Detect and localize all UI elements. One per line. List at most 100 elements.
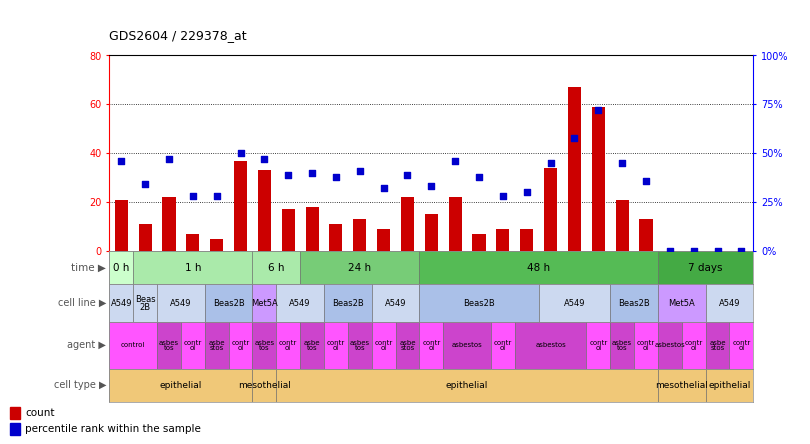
Bar	[186, 234, 199, 251]
Text: contr
ol: contr ol	[732, 340, 751, 351]
FancyBboxPatch shape	[347, 322, 372, 369]
Text: Beas2B: Beas2B	[213, 298, 245, 308]
Point	[735, 247, 748, 254]
Text: 7 days: 7 days	[688, 262, 723, 273]
Text: cell line ▶: cell line ▶	[58, 298, 106, 308]
Text: A549: A549	[170, 298, 192, 308]
Bar	[592, 107, 605, 251]
Text: asbe
stos: asbe stos	[710, 340, 726, 351]
FancyBboxPatch shape	[730, 322, 753, 369]
Text: 6 h: 6 h	[268, 262, 284, 273]
Text: A549: A549	[385, 298, 407, 308]
Bar	[449, 197, 462, 251]
Text: contr
ol: contr ol	[279, 340, 297, 351]
Text: Met5A: Met5A	[668, 298, 695, 308]
Point	[472, 173, 485, 180]
Bar	[616, 200, 629, 251]
Text: A549: A549	[718, 298, 740, 308]
FancyBboxPatch shape	[276, 322, 301, 369]
Text: asbes
tos: asbes tos	[350, 340, 370, 351]
Point	[353, 167, 366, 174]
Point	[163, 155, 176, 163]
Text: percentile rank within the sample: percentile rank within the sample	[25, 424, 201, 434]
FancyBboxPatch shape	[706, 369, 753, 402]
Text: Beas
2B: Beas 2B	[134, 294, 156, 312]
FancyBboxPatch shape	[253, 322, 276, 369]
Bar	[210, 239, 224, 251]
FancyBboxPatch shape	[491, 322, 515, 369]
Point	[186, 193, 199, 200]
Bar	[139, 224, 151, 251]
FancyBboxPatch shape	[109, 251, 133, 284]
FancyBboxPatch shape	[658, 369, 706, 402]
Text: mesothelial: mesothelial	[238, 381, 291, 390]
Point	[592, 107, 605, 114]
Text: contr
ol: contr ol	[494, 340, 512, 351]
FancyBboxPatch shape	[634, 322, 658, 369]
Text: 48 h: 48 h	[527, 262, 550, 273]
Point	[258, 155, 271, 163]
FancyBboxPatch shape	[682, 322, 706, 369]
Bar	[330, 224, 343, 251]
FancyBboxPatch shape	[276, 284, 324, 322]
Text: asbes
tos: asbes tos	[612, 340, 632, 351]
Text: asbe
stos: asbe stos	[399, 340, 416, 351]
Bar	[377, 229, 390, 251]
Point	[520, 189, 533, 196]
Point	[282, 171, 295, 178]
Point	[616, 159, 629, 166]
Bar	[520, 229, 533, 251]
Text: asbestos: asbestos	[535, 342, 566, 348]
Point	[687, 247, 700, 254]
FancyBboxPatch shape	[109, 369, 253, 402]
FancyBboxPatch shape	[420, 251, 658, 284]
FancyBboxPatch shape	[157, 322, 181, 369]
Point	[139, 181, 151, 188]
Bar	[115, 200, 128, 251]
Text: count: count	[25, 408, 55, 418]
FancyBboxPatch shape	[658, 251, 753, 284]
FancyBboxPatch shape	[301, 251, 420, 284]
FancyBboxPatch shape	[706, 284, 753, 322]
Text: contr
ol: contr ol	[232, 340, 249, 351]
Text: contr
ol: contr ol	[637, 340, 655, 351]
Text: A549: A549	[564, 298, 585, 308]
FancyBboxPatch shape	[157, 284, 205, 322]
FancyBboxPatch shape	[109, 284, 133, 322]
FancyBboxPatch shape	[109, 322, 157, 369]
Point	[425, 183, 438, 190]
Text: mesothelial: mesothelial	[655, 381, 708, 390]
Text: contr
ol: contr ol	[374, 340, 393, 351]
Text: contr
ol: contr ol	[422, 340, 441, 351]
FancyBboxPatch shape	[205, 284, 253, 322]
Bar	[424, 214, 438, 251]
Point	[305, 169, 318, 176]
Bar	[163, 197, 176, 251]
Point	[640, 177, 653, 184]
FancyBboxPatch shape	[181, 322, 205, 369]
FancyBboxPatch shape	[253, 251, 301, 284]
Text: epithelial: epithelial	[708, 381, 751, 390]
Text: contr
ol: contr ol	[589, 340, 608, 351]
FancyBboxPatch shape	[420, 322, 443, 369]
Bar	[234, 161, 247, 251]
Text: cell type ▶: cell type ▶	[53, 380, 106, 390]
FancyBboxPatch shape	[324, 284, 372, 322]
FancyBboxPatch shape	[586, 322, 610, 369]
Bar	[639, 219, 653, 251]
Point	[115, 158, 128, 165]
Point	[377, 185, 390, 192]
Point	[401, 171, 414, 178]
Bar	[353, 219, 366, 251]
FancyBboxPatch shape	[372, 322, 395, 369]
Text: contr
ol: contr ol	[184, 340, 202, 351]
FancyBboxPatch shape	[205, 322, 228, 369]
Point	[449, 158, 462, 165]
Bar	[472, 234, 485, 251]
FancyBboxPatch shape	[276, 369, 658, 402]
FancyBboxPatch shape	[324, 322, 347, 369]
FancyBboxPatch shape	[253, 284, 276, 322]
Text: asbe
tos: asbe tos	[304, 340, 320, 351]
FancyBboxPatch shape	[706, 322, 730, 369]
Bar	[10, 408, 20, 419]
